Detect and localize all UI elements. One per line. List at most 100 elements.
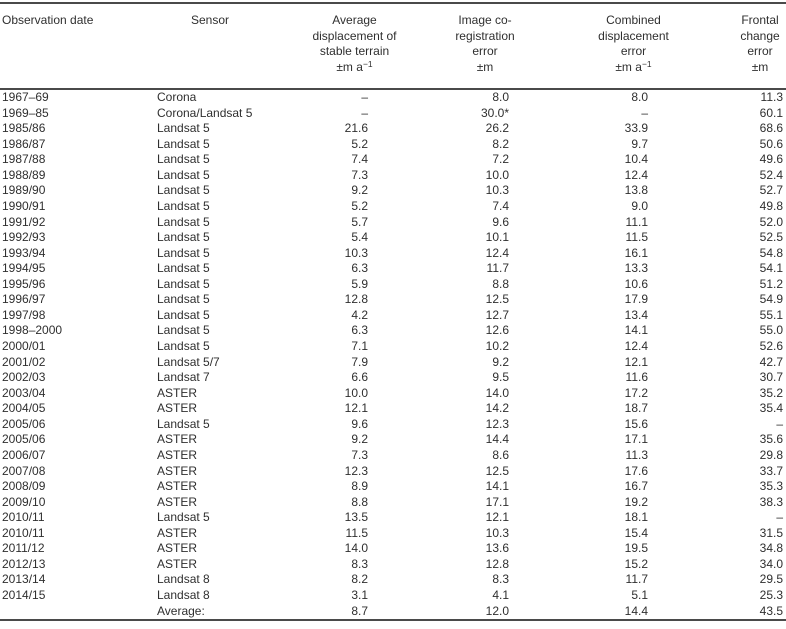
cell-frontal: 43.5 [759, 603, 783, 618]
cell-date: 2005/06 [2, 432, 46, 447]
cell-avg: 7.3 [351, 447, 368, 462]
cell-combined: 10.4 [624, 152, 648, 167]
cell-coreg: 13.6 [485, 541, 509, 556]
column-header-observation-date: Observation date [0, 3, 150, 90]
header-line: registration [455, 28, 515, 43]
cell-coreg: 12.0 [485, 603, 509, 618]
cell-date: 2014/15 [2, 588, 46, 602]
cell-coreg: 12.1 [485, 510, 509, 525]
cell-combined: 13.8 [624, 183, 648, 198]
cell-sensor: ASTER [157, 463, 198, 478]
cell-date: 2002/03 [2, 370, 46, 385]
cell-frontal: 33.7 [759, 463, 783, 478]
cell-sensor: ASTER [157, 385, 198, 400]
cell-sensor: Landsat 5 [157, 245, 210, 260]
header-line: stable terrain [319, 44, 390, 58]
cell-sensor: ASTER [157, 479, 198, 494]
table-row: 2010/11 Landsat 5 13.5 12.1 18.1 – [0, 510, 786, 526]
table-row: 2014/15 Landsat 8 3.1 4.1 5.1 25.3 [0, 588, 786, 604]
cell-date: 1997/98 [2, 307, 46, 322]
cell-date: 2004/05 [2, 401, 46, 416]
cell-frontal: 52.6 [759, 339, 783, 353]
cell-sensor: Landsat 5 [157, 339, 210, 353]
cell-sensor: Landsat 5 [157, 323, 210, 338]
header-line: error [747, 44, 773, 58]
cell-sensor: Landsat 5 [157, 276, 210, 291]
cell-combined: 8.0 [631, 90, 648, 104]
cell-combined: 15.6 [624, 416, 648, 431]
cell-avg: 3.1 [351, 588, 368, 602]
table-row: 1998–2000 Landsat 5 6.3 12.6 14.1 55.0 [0, 323, 786, 339]
cell-sensor: Landsat 7 [157, 370, 210, 385]
cell-combined: 16.1 [624, 245, 648, 260]
cell-frontal: 11.3 [760, 90, 783, 104]
cell-sensor: ASTER [157, 432, 198, 447]
cell-combined: 9.0 [631, 198, 648, 213]
column-header-frontal-change-error: Frontal change error ±m [695, 3, 786, 90]
cell-combined: 17.9 [624, 292, 648, 307]
cell-avg: 5.2 [351, 198, 368, 213]
table-row: 2009/10 ASTER 8.8 17.1 19.2 38.3 [0, 495, 786, 511]
cell-frontal: 49.6 [759, 152, 783, 167]
cell-date: 2006/07 [2, 447, 46, 462]
cell-sensor: Landsat 5 [157, 292, 210, 307]
cell-coreg: 12.7 [485, 307, 509, 322]
cell-avg: 8.2 [351, 572, 368, 587]
cell-avg: 10.0 [344, 385, 368, 400]
cell-date: 2010/11 [2, 510, 45, 525]
cell-sensor: Landsat 5 [157, 214, 210, 229]
cell-frontal: 54.8 [759, 245, 783, 260]
cell-frontal: 60.1 [759, 105, 783, 120]
cell-combined: 11.6 [625, 370, 648, 385]
cell-date: 2009/10 [2, 494, 46, 509]
cell-combined: 11.5 [625, 230, 648, 245]
cell-coreg: 7.2 [492, 152, 509, 167]
cell-coreg: 8.6 [492, 447, 509, 462]
cell-frontal: 50.6 [759, 136, 783, 151]
cell-sensor: ASTER [157, 401, 198, 416]
cell-date: 1987/88 [2, 152, 46, 167]
table-row: 1987/88 Landsat 5 7.4 7.2 10.4 49.6 [0, 152, 786, 168]
cell-coreg: 9.6 [492, 214, 509, 229]
table-row: 1997/98 Landsat 5 4.2 12.7 13.4 55.1 [0, 308, 786, 324]
cell-date: 1985/86 [2, 121, 46, 136]
cell-combined: 14.1 [624, 323, 648, 338]
cell-date: 2001/02 [2, 354, 46, 369]
column-header-sensor: Sensor [150, 3, 270, 90]
table-row: 1994/95 Landsat 5 6.3 11.7 13.3 54.1 [0, 261, 786, 277]
table-row: 2005/06 ASTER 9.2 14.4 17.1 35.6 [0, 432, 786, 448]
cell-combined: 17.1 [624, 432, 648, 447]
cell-sensor: Landsat 5 [157, 416, 210, 431]
table-row: 2002/03 Landsat 7 6.6 9.5 11.6 30.7 [0, 370, 786, 386]
header-line: displacement of [312, 28, 397, 43]
cell-coreg: 9.2 [492, 354, 509, 369]
cell-combined: 13.3 [624, 261, 648, 276]
cell-sensor: Landsat 5 [157, 167, 210, 182]
header-line: Frontal [741, 13, 779, 27]
cell-avg: 5.4 [351, 230, 368, 245]
cell-frontal: 54.1 [759, 261, 783, 276]
header-line: Observation date [2, 13, 94, 27]
cell-date: 1991/92 [2, 214, 46, 229]
table-row: 1985/86 Landsat 5 21.6 26.2 33.9 68.6 [0, 121, 786, 137]
cell-date: 1967–69 [2, 90, 49, 104]
cell-sensor: Landsat 5 [157, 261, 210, 276]
cell-coreg: 4.1 [492, 588, 509, 602]
cell-combined: – [641, 105, 648, 120]
cell-frontal: 35.2 [759, 385, 783, 400]
cell-avg: 12.8 [344, 292, 368, 307]
header-line: displacement [598, 28, 669, 43]
column-header-combined-error: Combined displacement error ±m a−1 [555, 3, 695, 90]
column-header-coregistration-error: Image co- registration error ±m [415, 3, 555, 90]
cell-coreg: 7.4 [492, 198, 509, 213]
table-row: 1988/89 Landsat 5 7.3 10.0 12.4 52.4 [0, 168, 786, 184]
cell-date: 2007/08 [2, 463, 46, 478]
cell-avg: 7.9 [351, 354, 368, 369]
cell-coreg: 26.2 [485, 121, 509, 136]
header-unit: ±m a−1 [336, 58, 373, 74]
header-line: error [620, 44, 647, 58]
cell-coreg: 10.0 [485, 167, 509, 182]
cell-combined: 11.3 [625, 447, 648, 462]
cell-avg: 5.2 [351, 136, 368, 151]
